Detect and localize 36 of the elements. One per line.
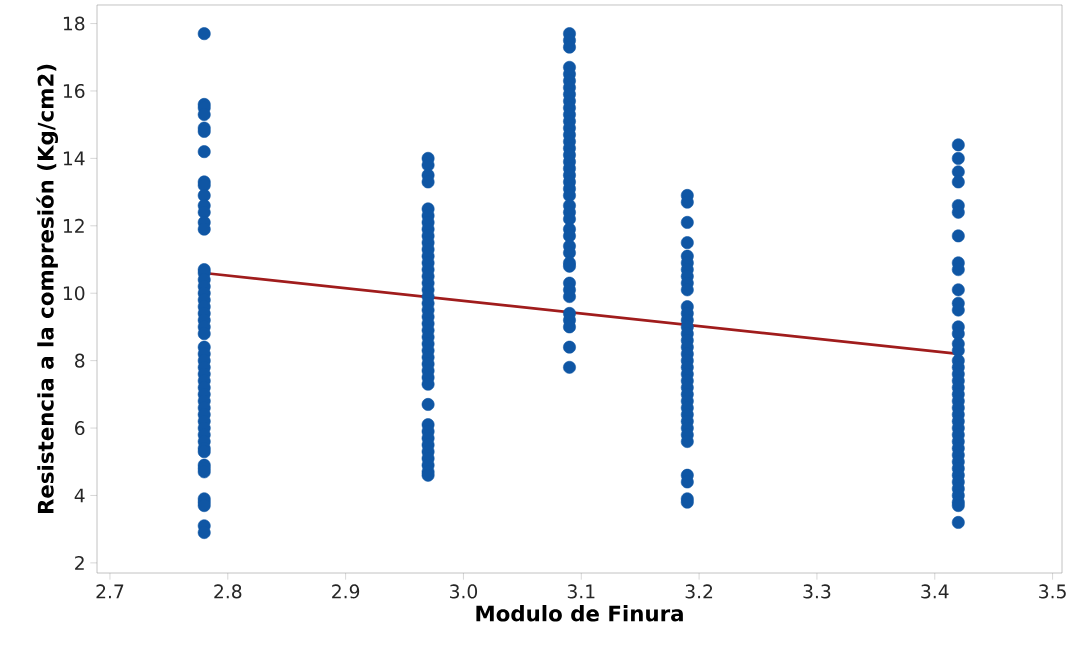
point bbox=[421, 398, 435, 411]
point bbox=[680, 216, 694, 229]
point bbox=[197, 108, 211, 121]
x-tick-label: 2.8 bbox=[214, 584, 242, 599]
point bbox=[197, 526, 211, 539]
point bbox=[951, 151, 965, 165]
x-tick-label: 3.4 bbox=[921, 584, 949, 599]
x-tick-label: 3.2 bbox=[685, 584, 713, 599]
point bbox=[951, 175, 965, 189]
y-tick-label: 2 bbox=[75, 555, 84, 570]
y-tick-label: 8 bbox=[75, 353, 85, 368]
point bbox=[951, 229, 965, 243]
y-tick-label: 10 bbox=[63, 286, 85, 301]
x-tick-label: 3.5 bbox=[1039, 584, 1066, 599]
y-tick-label: 16 bbox=[63, 83, 85, 99]
x-tick-label: 2.7 bbox=[96, 584, 124, 599]
point bbox=[951, 283, 965, 297]
point bbox=[951, 138, 965, 152]
y-tick-label: 4 bbox=[74, 488, 85, 503]
point bbox=[197, 27, 211, 41]
x-tick-label: 3.1 bbox=[567, 584, 595, 599]
point bbox=[563, 340, 576, 354]
point bbox=[680, 236, 694, 250]
y-axis-title: Resistencia a la compresión (Kg/cm2) bbox=[36, 64, 59, 514]
y-tick-label: 6 bbox=[75, 420, 85, 436]
y-tick-label: 18 bbox=[63, 16, 85, 31]
y-tick-label: 14 bbox=[63, 151, 85, 166]
point bbox=[680, 435, 694, 448]
x-axis-title: Modulo de Finura bbox=[476, 604, 683, 622]
point bbox=[951, 516, 965, 529]
x-tick-label: 3.3 bbox=[803, 584, 831, 599]
y-tick-label: 12 bbox=[63, 218, 84, 233]
x-tick-label: 2.9 bbox=[332, 584, 360, 599]
x-tick-label: 3.0 bbox=[450, 584, 478, 599]
point bbox=[563, 360, 576, 374]
point bbox=[197, 145, 211, 159]
